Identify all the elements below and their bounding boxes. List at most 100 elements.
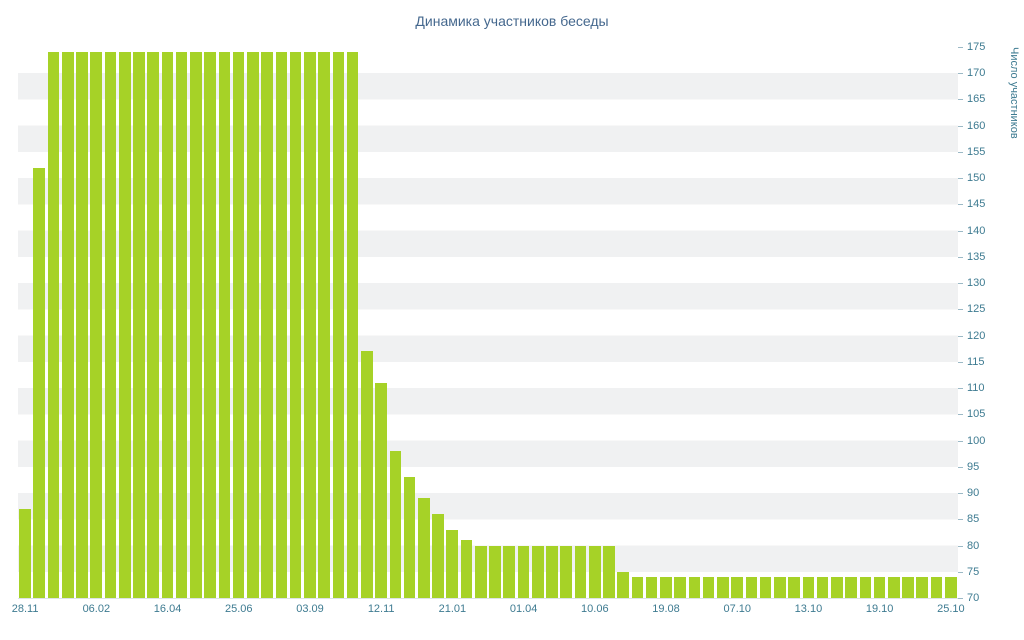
bar[interactable] — [204, 52, 216, 598]
x-tick-label: 12.11 — [367, 603, 395, 615]
bar[interactable] — [845, 577, 857, 598]
y-tick-label: 80 — [967, 539, 980, 552]
y-tick-label: 150 — [967, 172, 986, 185]
x-tick-label: 06.02 — [82, 603, 111, 615]
y-tick-mark — [958, 204, 963, 206]
y-tick-mark — [958, 519, 963, 521]
bar[interactable] — [289, 52, 302, 598]
x-tick-label: 01.04 — [509, 603, 538, 615]
bar[interactable] — [190, 52, 202, 598]
bar[interactable] — [574, 545, 587, 598]
bar[interactable] — [717, 577, 729, 598]
bar[interactable] — [417, 498, 430, 598]
bar[interactable] — [902, 577, 914, 598]
y-tick-label: 155 — [967, 145, 986, 158]
bar[interactable] — [104, 52, 117, 598]
bar[interactable] — [304, 52, 316, 598]
x-tick-label: 25.06 — [224, 603, 253, 615]
y-tick-mark — [958, 125, 963, 127]
bar[interactable] — [788, 577, 800, 598]
bar[interactable] — [645, 577, 658, 598]
bar[interactable] — [47, 52, 60, 598]
bar[interactable] — [688, 577, 701, 598]
bar[interactable] — [631, 577, 644, 598]
bar[interactable] — [702, 577, 715, 598]
y-tick-mark — [958, 256, 963, 258]
bar[interactable] — [33, 167, 46, 598]
bar[interactable] — [175, 52, 188, 598]
bar[interactable] — [674, 577, 686, 598]
y-tick-mark — [958, 388, 963, 390]
bar[interactable] — [745, 577, 758, 598]
bar[interactable] — [76, 52, 88, 598]
bar[interactable] — [375, 382, 387, 598]
bar[interactable] — [603, 545, 615, 598]
bar[interactable] — [432, 514, 444, 598]
y-tick-label: 100 — [967, 434, 986, 447]
y-tick-label: 125 — [967, 303, 986, 316]
y-tick-mark — [958, 545, 963, 547]
bar[interactable] — [332, 52, 345, 598]
plot-background-stripes — [18, 47, 958, 598]
x-tick-label: 25.10 — [937, 603, 965, 615]
bar[interactable] — [930, 577, 943, 598]
bar[interactable] — [133, 52, 145, 598]
y-tick-mark — [958, 283, 963, 285]
x-tick-label: 28.11 — [11, 603, 39, 615]
y-tick-mark — [958, 309, 963, 311]
bar[interactable] — [346, 52, 359, 598]
bar[interactable] — [588, 545, 601, 598]
bar[interactable] — [731, 577, 743, 598]
bar[interactable] — [19, 508, 31, 598]
bar[interactable] — [361, 351, 373, 598]
bar[interactable] — [503, 545, 516, 598]
y-tick-mark — [958, 598, 963, 599]
bar[interactable] — [759, 577, 772, 598]
bar[interactable] — [403, 477, 416, 598]
y-tick-label: 145 — [967, 198, 986, 211]
y-tick-label: 90 — [967, 487, 980, 500]
x-axis: 28.11 06.02 16.04 25.06 03.09 12.11 21.01 01.04… — [12, 600, 965, 622]
bar[interactable] — [560, 545, 573, 598]
x-tick-label: 10.06 — [581, 603, 609, 615]
y-tick-label: 75 — [967, 565, 980, 578]
bar[interactable] — [831, 577, 843, 598]
bar[interactable] — [118, 52, 131, 598]
y-tick-label: 105 — [967, 408, 986, 421]
bar[interactable] — [275, 52, 288, 598]
bar[interactable] — [916, 577, 929, 598]
bar[interactable] — [617, 571, 629, 598]
bar[interactable] — [873, 577, 886, 598]
bar[interactable] — [261, 52, 273, 598]
bar[interactable] — [232, 52, 245, 598]
bar[interactable] — [531, 545, 544, 598]
bar[interactable] — [247, 52, 259, 598]
bar[interactable] — [660, 577, 672, 598]
bar[interactable] — [460, 540, 473, 598]
x-tick-label: 19.10 — [865, 603, 894, 615]
bar[interactable] — [318, 52, 330, 598]
bar[interactable] — [517, 545, 530, 598]
y-axis-title: Число участников — [1008, 47, 1020, 139]
bar[interactable] — [474, 545, 487, 598]
bar[interactable] — [61, 52, 74, 598]
x-tick-label: 16.04 — [153, 603, 182, 615]
y-tick-mark — [958, 440, 963, 442]
bar[interactable] — [887, 577, 900, 598]
bar[interactable] — [774, 577, 786, 598]
plot-area — [18, 47, 958, 598]
bar[interactable] — [816, 577, 829, 598]
bar[interactable] — [859, 577, 872, 598]
bar[interactable] — [389, 451, 402, 598]
bar[interactable] — [489, 545, 501, 598]
bar[interactable] — [90, 52, 103, 598]
bar[interactable] — [802, 577, 815, 598]
bar[interactable] — [546, 545, 558, 598]
y-tick-mark — [958, 571, 963, 573]
bar[interactable] — [944, 577, 957, 598]
bar[interactable] — [161, 52, 174, 598]
bar[interactable] — [218, 52, 231, 598]
bar[interactable] — [147, 52, 159, 598]
bar[interactable] — [446, 529, 459, 598]
bar-series — [18, 47, 958, 598]
